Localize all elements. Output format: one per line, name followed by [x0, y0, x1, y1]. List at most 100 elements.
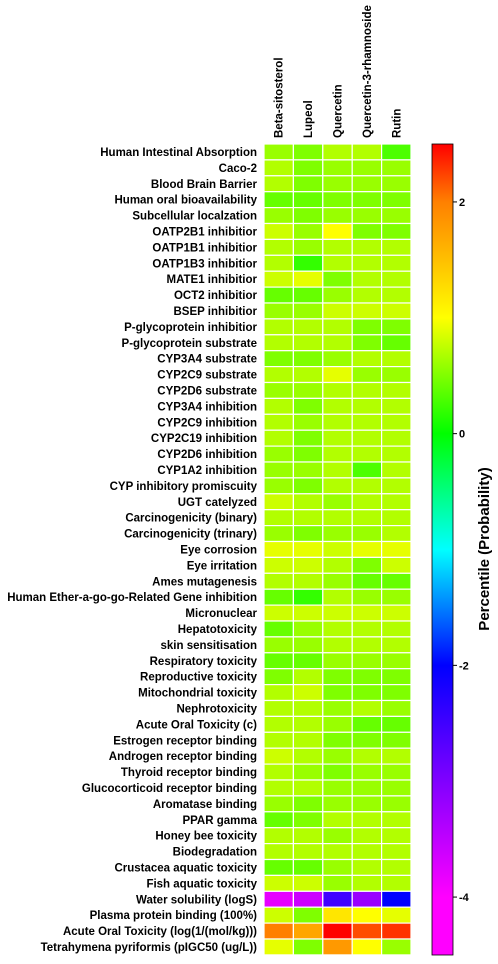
heatmap-cell [351, 588, 383, 606]
heatmap-cell [292, 588, 324, 606]
heatmap-cell [381, 874, 412, 892]
row-label: Acute Oral Toxicity (log(1/(mol/kg))) [63, 926, 257, 938]
heatmap-cell [263, 334, 294, 352]
row-label: Eye irritation [187, 560, 257, 572]
heatmap-cell [292, 445, 324, 463]
heatmap-cell [292, 238, 324, 256]
row-label: P-glycoprotein inhibitior [124, 322, 257, 334]
heatmap-cell [292, 509, 324, 527]
row-label: Estrogen receptor binding [113, 735, 257, 747]
heatmap-cell [351, 715, 383, 733]
column-label: Beta-sitosterol [274, 57, 286, 138]
heatmap-cell [292, 461, 324, 479]
row-label: Reproductive toxicity [140, 672, 258, 684]
row-label: Human oral bioavailability [114, 195, 257, 207]
heatmap-cell [292, 811, 324, 829]
heatmap-cell [292, 175, 324, 193]
colorbar-gradient [431, 143, 454, 956]
heatmap-cell [351, 874, 383, 892]
heatmap-cell [263, 461, 294, 479]
heatmap-cell [381, 334, 412, 352]
heatmap-cell [292, 683, 324, 702]
heatmap-cell [322, 652, 353, 670]
row-label: CYP2C19 inhibition [151, 433, 257, 445]
heatmap-cell [322, 683, 353, 702]
heatmap-cell [351, 254, 383, 272]
row-label: Fish aquatic toxicity [146, 878, 257, 890]
row-label: Respiratory toxicity [150, 656, 258, 668]
heatmap-cell [381, 842, 412, 861]
row-label: Aromatase binding [153, 799, 257, 811]
row-label: Honey bee toxicity [155, 831, 257, 843]
heatmap-cell [351, 334, 383, 352]
heatmap-cell [351, 779, 383, 797]
row-label: Crustacea aquatic toxicity [114, 862, 257, 874]
colorbar-title: Percentile (Probability) [476, 467, 493, 630]
heatmap-cell [292, 715, 324, 733]
heatmap-cell [351, 604, 383, 622]
heatmap-cell [292, 779, 324, 797]
row-label: Subcellular localzation [132, 211, 257, 223]
heatmap-cell [292, 207, 324, 225]
row-label: Nephrotoxicity [176, 703, 257, 715]
row-label: Carcinogenicity (trinary) [124, 529, 257, 541]
heatmap-cell [263, 763, 294, 781]
heatmap-cell [322, 874, 353, 892]
row-label: UGT catelyzed [178, 497, 257, 509]
heatmap-cell [263, 413, 294, 431]
heatmap-cell [292, 827, 324, 845]
heatmap-cell [322, 540, 353, 558]
heatmap-cell [292, 477, 324, 495]
heatmap-cell [322, 747, 353, 765]
heatmap-cell [322, 890, 353, 908]
column-label: Rutin [391, 109, 403, 138]
heatmap-cell [292, 254, 324, 272]
heatmap-cell [292, 318, 324, 336]
heatmap-cell [292, 350, 324, 368]
heatmap-cell [351, 286, 383, 304]
heatmap-cell [381, 493, 412, 511]
row-label: OATP1B1 inhibitior [152, 242, 257, 254]
heatmap-cell [263, 922, 294, 940]
heatmap-cell [381, 270, 412, 288]
heatmap-cell [263, 842, 294, 861]
row-label: Hepatotoxicity [178, 624, 258, 636]
heatmap-cell [351, 668, 383, 686]
heatmap-cell [381, 604, 412, 622]
heatmap-cell [322, 366, 353, 384]
heatmap-cell [263, 620, 294, 638]
heatmap-cell [351, 683, 383, 702]
heatmap-cell [263, 143, 294, 161]
row-label: Carcinogenicity (binary) [125, 513, 257, 525]
heatmap-cell [381, 461, 412, 479]
heatmap-cell [263, 540, 294, 558]
heatmap-cell [322, 461, 353, 479]
heatmap-cell [263, 286, 294, 304]
heatmap-cell [381, 350, 412, 368]
heatmap-cell [322, 254, 353, 272]
heatmap-cell [263, 683, 294, 702]
row-label: OATP1B3 inhibitior [152, 258, 257, 270]
row-label: CYP inhibitory promiscuity [110, 481, 258, 493]
heatmap-cell [322, 191, 353, 209]
heatmap-cell [322, 636, 353, 654]
heatmap-cell [322, 795, 353, 813]
heatmap-cell [322, 286, 353, 304]
heatmap-cell [381, 938, 412, 956]
heatmap-cell [322, 572, 353, 590]
heatmap-cell [351, 318, 383, 336]
heatmap-cell [351, 763, 383, 781]
heatmap-cell [351, 477, 383, 495]
row-label: Biodegradation [173, 847, 257, 859]
heatmap-cell [322, 413, 353, 431]
heatmap-cell [322, 302, 353, 320]
heatmap-cell [263, 397, 294, 415]
row-label: Androgen receptor binding [109, 751, 257, 763]
heatmap-cell [351, 143, 383, 161]
heatmap-cell [263, 795, 294, 813]
heatmap-cell [322, 604, 353, 622]
row-label: Micronuclear [185, 608, 257, 620]
heatmap-cell [322, 509, 353, 527]
heatmap-cell [381, 207, 412, 225]
colorbar-tick-label: 0 [459, 429, 465, 441]
